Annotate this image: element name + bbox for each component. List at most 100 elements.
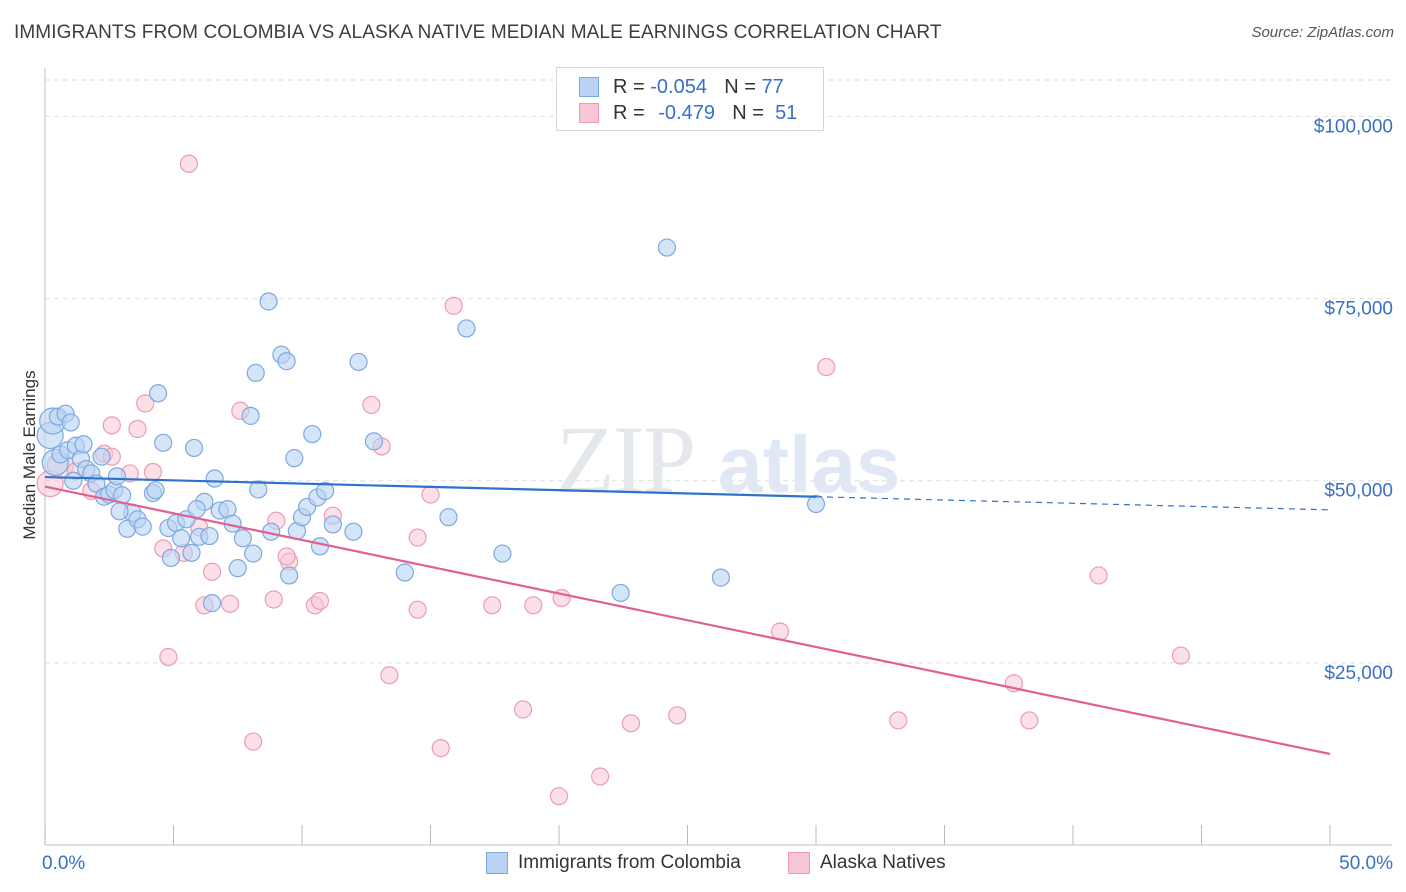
alaska-natives-point [277,547,296,566]
chart-title: IMMIGRANTS FROM COLOMBIA VS ALASKA NATIV… [14,22,942,43]
colombia-point [205,469,224,488]
alaska-natives-point [889,711,908,730]
colombia-point [148,384,168,403]
legend-n-value: 51 [775,101,798,124]
y-tick-label: $75,000 [1324,299,1393,320]
legend-swatch-blue [579,77,599,97]
colombia-point [711,568,731,587]
colombia-point [146,481,165,500]
alaska-natives-point [431,738,450,758]
alaska-natives-point [202,562,222,581]
alaska-natives-point [244,732,263,751]
colombia-trend-extension [815,496,1331,511]
colombia-point [107,467,127,486]
alaska-natives-point [1020,711,1039,730]
colombia-point [285,449,304,468]
colombia-point [202,594,222,613]
legend-r-label: R = [613,101,645,124]
colombia-point [92,447,111,466]
alaska-natives-point [143,462,163,482]
watermark: ZIP atlas [556,406,900,513]
colombia-point [246,363,265,382]
source-label: Source: ZipAtlas.com [1251,24,1394,41]
colombia-point [182,543,201,562]
colombia-point [200,526,219,546]
colombia-point [277,352,296,371]
alaska-natives-point [380,666,399,685]
colombia-point [233,529,252,548]
legend-row-colombia: R = -0.054 N = 77 [579,75,784,99]
alaska-natives-point [264,590,283,609]
colombia-trend-line [44,475,817,498]
y-tick-label: $100,000 [1314,116,1393,137]
colombia-point [657,238,677,257]
colombia-point [493,544,512,563]
colombia-point [161,548,181,568]
colombia-point [184,438,204,458]
bottom-swatch-pink [788,852,810,874]
colombia-point [280,566,299,585]
alaska-natives-point [444,296,463,315]
alaska-natives-point [524,596,543,615]
alaska-natives-point [408,528,427,547]
legend-swatch-pink [579,103,599,123]
colombia-point [61,413,80,432]
y-tick-label: $50,000 [1324,481,1393,502]
legend-n-label: N = [724,75,756,98]
bottom-legend-label: Immigrants from Colombia [518,852,741,873]
alaska-natives-point [128,419,147,439]
colombia-point [154,433,173,452]
x-tick-label-min: 0.0% [42,853,85,874]
bottom-legend-alaska[interactable]: Alaska Natives [788,852,946,874]
colombia-point [259,292,278,311]
x-tick-label-max: 50.0% [1339,853,1393,874]
legend-row-alaska: R = -0.479 N = 51 [579,101,797,125]
colombia-point [439,508,458,527]
alaska-natives-point [513,700,533,719]
legend-n-value: 77 [761,75,784,98]
bottom-legend-colombia[interactable]: Immigrants from Colombia [486,852,741,874]
trend-lines [44,475,1331,756]
colombia-point [303,424,322,444]
colombia-point [110,502,129,521]
alaska-natives-point [310,591,330,611]
axis-labels: $25,000 $50,000 $75,000 $100,000 0.0% 50.0% [42,116,1393,874]
alaska-natives-point [1171,646,1191,665]
colombia-point [228,559,247,578]
alaska-natives-point [1089,566,1108,585]
y-tick-label: $25,000 [1324,663,1393,684]
alaska-natives-point [102,416,121,435]
colombia-point [241,406,260,425]
colombia-point [395,563,414,582]
colombia-point [249,480,268,499]
alaska-natives-point [668,706,687,725]
alaska-natives-point [483,596,502,615]
alaska-natives-point [408,600,427,619]
colombia-point [349,352,368,372]
alaska-natives-trend-line [44,485,1331,756]
alaska-natives-point [621,714,641,733]
colombia-point [74,435,93,454]
alaska-natives-point [179,154,199,173]
alaska-natives-point [421,485,440,504]
y-axis-label: Median Male Earnings [20,370,39,539]
alaska-natives-point [549,787,569,806]
stats-legend: R = -0.054 N = 77 R = -0.479 N = 51 [556,67,824,131]
colombia-point [316,481,335,501]
alaska-natives-point [817,357,836,377]
colombia-point [172,529,191,548]
alaska-natives-point [159,647,178,667]
colombia-point [310,537,330,556]
alaska-natives-point [362,395,381,415]
colombia-points [36,238,826,613]
colombia-point [806,494,826,514]
watermark-zip: ZIP [556,406,694,513]
legend-r-label: R = [613,75,645,98]
alaska-natives-point [591,767,610,786]
colombia-point [344,522,363,541]
alaska-natives-point [136,394,155,413]
colombia-point [244,544,263,563]
legend-r-value: -0.479 [658,101,715,124]
colombia-point [64,471,83,490]
